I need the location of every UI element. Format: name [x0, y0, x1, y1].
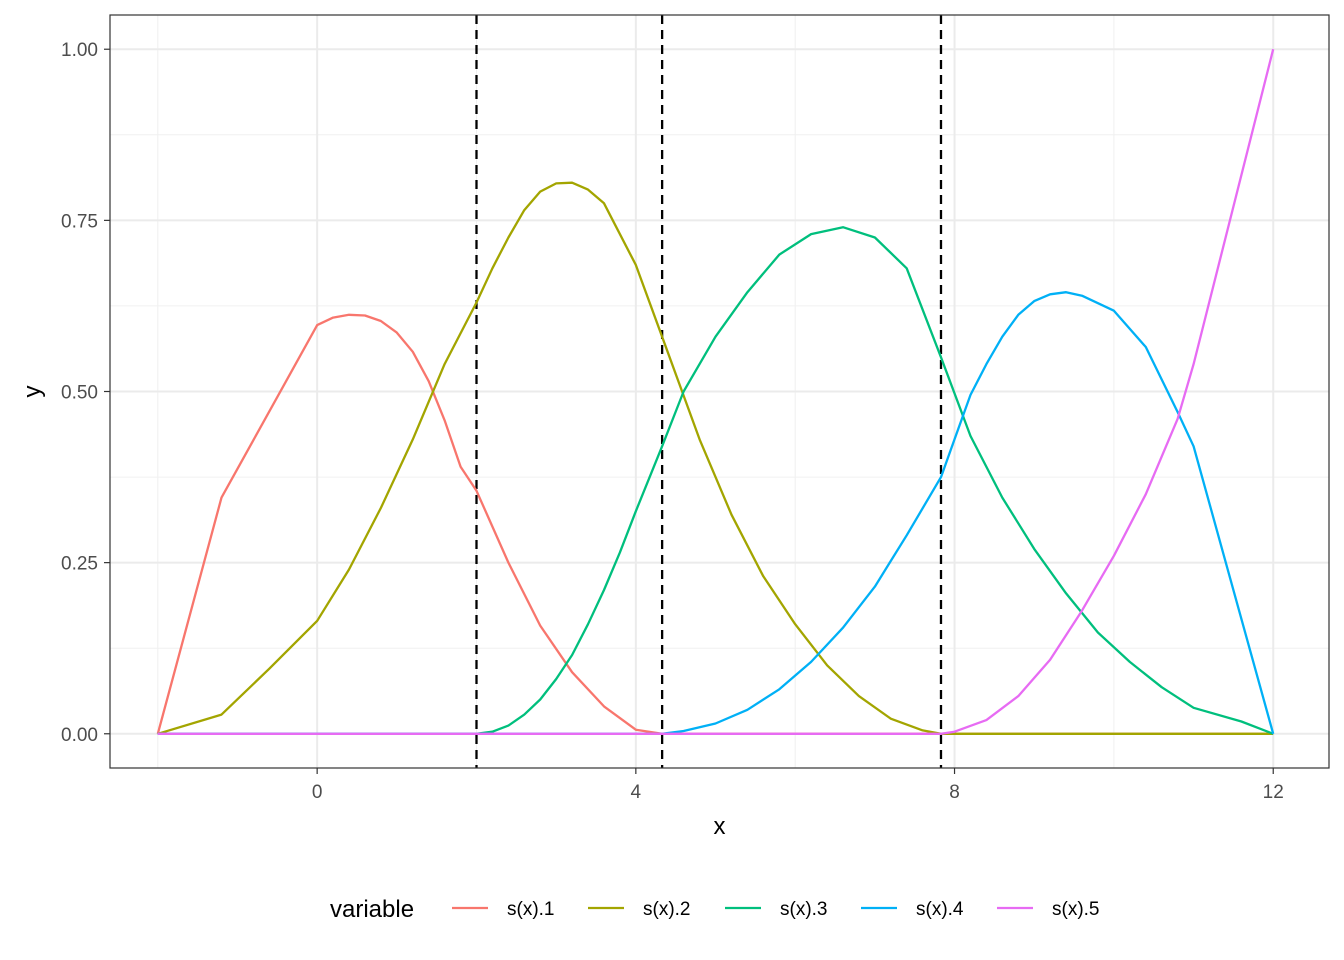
- legend-label-2: s(x).2: [643, 899, 691, 920]
- knot-lines: [475, 15, 943, 768]
- x-tick-label: 0: [312, 782, 323, 803]
- legend-label-5: s(x).5: [1052, 899, 1100, 920]
- x-tick-label: 12: [1263, 782, 1284, 803]
- y-axis: 0.00 0.25 0.50 0.75 1.00: [61, 40, 110, 746]
- y-axis-title: y: [19, 386, 46, 398]
- y-tick-label: 0.25: [61, 554, 98, 575]
- series-line-1: [156, 313, 1274, 735]
- x-axis: 0 4 8 12: [312, 768, 1284, 803]
- series-line-4: [157, 291, 1275, 735]
- series-line-2: [157, 181, 1274, 735]
- legend-label-3: s(x).3: [780, 899, 828, 920]
- y-tick-label: 1.00: [61, 40, 98, 61]
- y-tick-label: 0.75: [61, 211, 98, 232]
- legend-label-4: s(x).4: [916, 899, 964, 920]
- x-tick-label: 4: [631, 782, 642, 803]
- series-line-5: [157, 48, 1275, 735]
- x-axis-title: x: [714, 813, 726, 840]
- series-lines: [156, 48, 1275, 735]
- legend-label-1: s(x).1: [507, 899, 555, 920]
- legend: variable s(x).1 s(x).2 s(x).3 s(x).4 s(x).5: [330, 896, 1100, 923]
- legend-title: variable: [330, 896, 414, 923]
- y-tick-label: 0.50: [61, 383, 98, 404]
- y-tick-label: 0.00: [61, 725, 98, 746]
- major-gridlines: [110, 15, 1329, 768]
- x-tick-label: 8: [949, 782, 960, 803]
- series-line-3: [157, 226, 1274, 735]
